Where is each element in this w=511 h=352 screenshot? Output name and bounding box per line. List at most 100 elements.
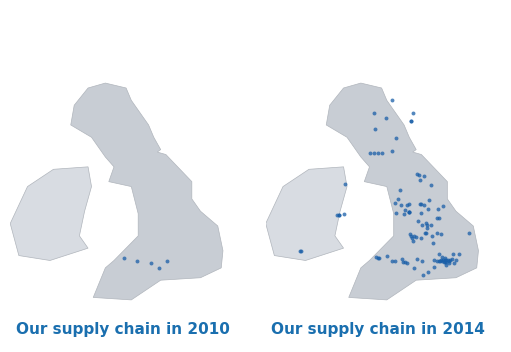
Point <box>438 254 446 260</box>
Point <box>442 259 450 265</box>
Point <box>410 265 419 271</box>
Point <box>398 257 406 262</box>
Point <box>450 260 458 266</box>
Point <box>382 115 390 121</box>
Point <box>407 119 415 124</box>
Point <box>147 260 155 266</box>
Point <box>392 210 400 216</box>
Point <box>415 172 424 178</box>
Point <box>370 110 378 116</box>
Point <box>446 257 454 263</box>
Point <box>417 235 425 241</box>
Point <box>420 174 428 179</box>
Text: Our supply chain in 2014: Our supply chain in 2014 <box>271 322 485 337</box>
Point <box>396 188 404 193</box>
Point <box>427 222 435 228</box>
Point <box>388 98 396 103</box>
Point <box>120 255 128 260</box>
Point <box>425 197 433 203</box>
Point <box>297 248 305 253</box>
Point <box>422 230 430 235</box>
Point <box>423 225 431 231</box>
Point <box>403 260 411 266</box>
Point <box>371 127 379 132</box>
Point <box>416 201 425 207</box>
Point <box>400 211 408 216</box>
Point <box>448 257 456 262</box>
Point <box>439 258 447 263</box>
Point <box>435 252 443 257</box>
Point <box>378 150 386 156</box>
Point <box>392 136 400 141</box>
Point <box>424 207 432 212</box>
Point <box>411 234 420 240</box>
Point <box>397 202 405 208</box>
Point <box>388 148 397 154</box>
Point <box>442 263 450 268</box>
Point <box>407 119 415 124</box>
Point <box>432 230 440 235</box>
Point <box>440 259 448 265</box>
Point <box>370 150 378 156</box>
Point <box>429 240 437 246</box>
Polygon shape <box>266 167 347 260</box>
Point <box>427 183 435 188</box>
Point <box>413 256 421 261</box>
Point <box>436 259 445 264</box>
Point <box>420 202 428 208</box>
Point <box>434 206 442 212</box>
Point <box>423 222 431 228</box>
Polygon shape <box>10 167 91 260</box>
Point <box>405 201 413 207</box>
Point <box>409 238 417 244</box>
Point <box>335 213 343 218</box>
Point <box>424 269 432 275</box>
Point <box>339 211 347 216</box>
Point <box>413 171 421 177</box>
Point <box>401 259 409 265</box>
Point <box>405 209 413 214</box>
Point <box>437 231 445 237</box>
Point <box>333 212 341 218</box>
Point <box>388 258 397 264</box>
Point <box>341 181 350 187</box>
Point <box>407 233 415 239</box>
Point <box>434 258 443 264</box>
Point <box>383 253 391 258</box>
Point <box>434 215 443 221</box>
Point <box>437 258 446 263</box>
Point <box>407 235 415 241</box>
Point <box>375 255 383 260</box>
Point <box>406 231 414 237</box>
Point <box>419 272 427 278</box>
Point <box>417 210 426 216</box>
Point <box>410 233 419 239</box>
Point <box>399 259 407 265</box>
Point <box>405 209 413 214</box>
Point <box>133 258 141 264</box>
Point <box>430 264 438 270</box>
Point <box>296 248 305 254</box>
Point <box>366 151 375 156</box>
Point <box>428 233 436 239</box>
Point <box>438 258 446 264</box>
Point <box>455 252 463 257</box>
Point <box>415 201 424 207</box>
Point <box>439 203 447 209</box>
Point <box>440 255 449 260</box>
Point <box>414 218 423 224</box>
Point <box>416 177 424 182</box>
Point <box>465 230 473 235</box>
Point <box>445 258 453 264</box>
Point <box>452 257 460 263</box>
Point <box>373 254 381 260</box>
Point <box>444 257 452 263</box>
Point <box>418 223 426 228</box>
Polygon shape <box>326 83 478 300</box>
Point <box>421 230 429 236</box>
Point <box>405 209 413 215</box>
Point <box>449 252 457 257</box>
Point <box>433 258 441 264</box>
Point <box>445 260 453 266</box>
Point <box>442 257 450 263</box>
